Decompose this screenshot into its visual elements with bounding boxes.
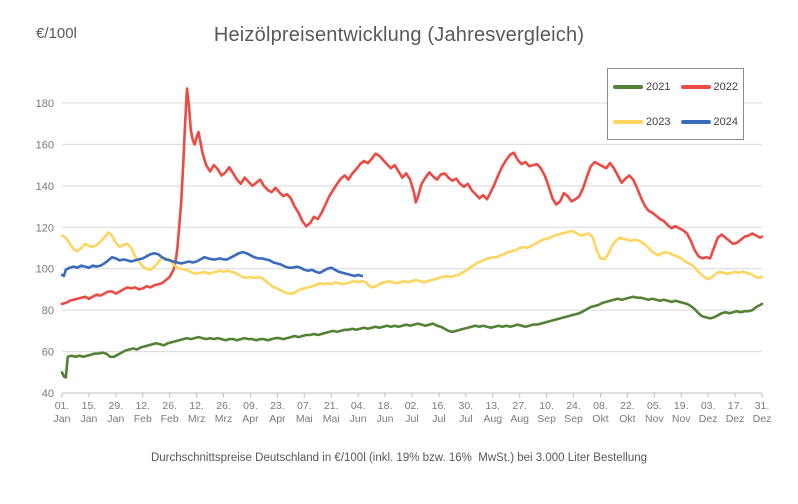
x-tick-label-month: Feb xyxy=(134,413,152,425)
x-tick-label-day: 05. xyxy=(647,400,662,412)
x-tick-label-day: 30. xyxy=(459,400,474,412)
y-tick-label: 40 xyxy=(42,388,54,400)
x-tick-label-month: Jun xyxy=(377,413,394,425)
x-tick-label-day: 27. xyxy=(512,400,527,412)
x-tick-label-month: Okt xyxy=(592,413,608,425)
series-line-2021 xyxy=(60,295,764,379)
series-line-2024 xyxy=(60,250,364,278)
legend-item-2022: 2022 xyxy=(676,69,744,104)
legend-label-2023: 2023 xyxy=(646,115,671,128)
x-tick-label-day: 18. xyxy=(378,400,393,412)
x-tick-label-month: Dez xyxy=(753,413,772,425)
x-tick-label-month: Jul xyxy=(432,413,445,425)
x-tick-label-day: 12. xyxy=(189,400,204,412)
y-tick-label: 140 xyxy=(36,181,54,193)
x-tick-label-month: Nov xyxy=(645,413,664,425)
y-axis-unit-label: €/100l xyxy=(36,25,77,42)
x-tick-label-month: Mai xyxy=(296,413,313,425)
y-tick-label: 80 xyxy=(42,305,54,317)
series-line-2023 xyxy=(60,230,764,295)
footer-caption: Durchschnittspreise Deutschland in €/100… xyxy=(150,452,648,464)
x-tick-label-day: 22. xyxy=(620,400,635,412)
x-tick-label-day: 13. xyxy=(485,400,500,412)
x-tick-label-month: Nov xyxy=(672,413,691,425)
x-tick-label-month: Jun xyxy=(350,413,367,425)
x-tick-label-month: Jul xyxy=(459,413,472,425)
x-tick-label-day: 31. xyxy=(755,400,770,412)
legend-swatch-2023 xyxy=(613,119,643,124)
legend-swatch-2021 xyxy=(613,84,643,89)
x-tick-label-month: Sep xyxy=(564,413,583,425)
y-tick-label: 120 xyxy=(36,222,54,234)
y-tick-label: 160 xyxy=(36,139,54,151)
x-tick-label-month: Jan xyxy=(54,413,71,425)
x-tick-label-day: 15. xyxy=(82,400,97,412)
x-tick-label-month: Dez xyxy=(699,413,718,425)
x-tick-label-month: Jan xyxy=(80,413,97,425)
x-tick-label-month: Aug xyxy=(483,413,502,425)
x-tick-label-day: 24. xyxy=(566,400,581,412)
legend-swatch-2024 xyxy=(680,119,711,124)
x-tick-label-month: Mai xyxy=(323,413,340,425)
legend-label-2021: 2021 xyxy=(646,80,671,93)
legend-swatch-2022 xyxy=(680,84,711,89)
x-tick-label-day: 26. xyxy=(162,400,177,412)
x-tick-label-day: 02. xyxy=(405,400,420,412)
y-tick-label: 180 xyxy=(36,98,54,110)
y-tick-label: 100 xyxy=(36,264,54,276)
x-tick-label-day: 01. xyxy=(55,400,70,412)
x-tick-label-day: 26. xyxy=(216,400,231,412)
x-tick-label-day: 16. xyxy=(432,400,447,412)
x-tick-label-day: 17. xyxy=(728,400,743,412)
x-tick-label-month: Mrz xyxy=(188,413,206,425)
x-tick-label-month: Apr xyxy=(242,413,259,425)
x-tick-label-day: 07. xyxy=(297,400,312,412)
chart-title: Heizölpreisentwicklung (Jahresvergleich) xyxy=(213,24,585,46)
legend-item-2021: 2021 xyxy=(608,69,676,104)
x-tick-label-day: 03. xyxy=(701,400,716,412)
x-tick-label-day: 04. xyxy=(351,400,366,412)
legend-label-2022: 2022 xyxy=(713,80,738,93)
x-tick-label-month: Aug xyxy=(510,413,529,425)
chart-legend: 2021 2022 2023 2024 xyxy=(607,68,744,140)
x-tick-label-month: Jan xyxy=(107,413,124,425)
x-tick-label-day: 21. xyxy=(324,400,339,412)
x-tick-label-month: Dez xyxy=(726,413,745,425)
x-tick-label-day: 29. xyxy=(109,400,124,412)
x-tick-label-day: 08. xyxy=(593,400,608,412)
x-tick-label-month: Apr xyxy=(269,413,286,425)
x-tick-label-day: 09. xyxy=(243,400,258,412)
legend-item-2023: 2023 xyxy=(608,104,676,139)
x-tick-label-month: Feb xyxy=(161,413,179,425)
x-tick-label-month: Mrz xyxy=(215,413,233,425)
y-tick-label: 60 xyxy=(42,347,54,359)
x-tick-label-day: 19. xyxy=(674,400,689,412)
x-tick-label-day: 23. xyxy=(270,400,285,412)
legend-label-2024: 2024 xyxy=(713,115,738,128)
x-tick-label-month: Okt xyxy=(619,413,635,425)
series-line-2022 xyxy=(60,87,764,306)
x-tick-label-day: 10. xyxy=(539,400,554,412)
x-tick-label-month: Jul xyxy=(405,413,418,425)
legend-item-2024: 2024 xyxy=(676,104,744,139)
x-tick-label-month: Sep xyxy=(537,413,556,425)
x-tick-label-day: 12. xyxy=(135,400,150,412)
